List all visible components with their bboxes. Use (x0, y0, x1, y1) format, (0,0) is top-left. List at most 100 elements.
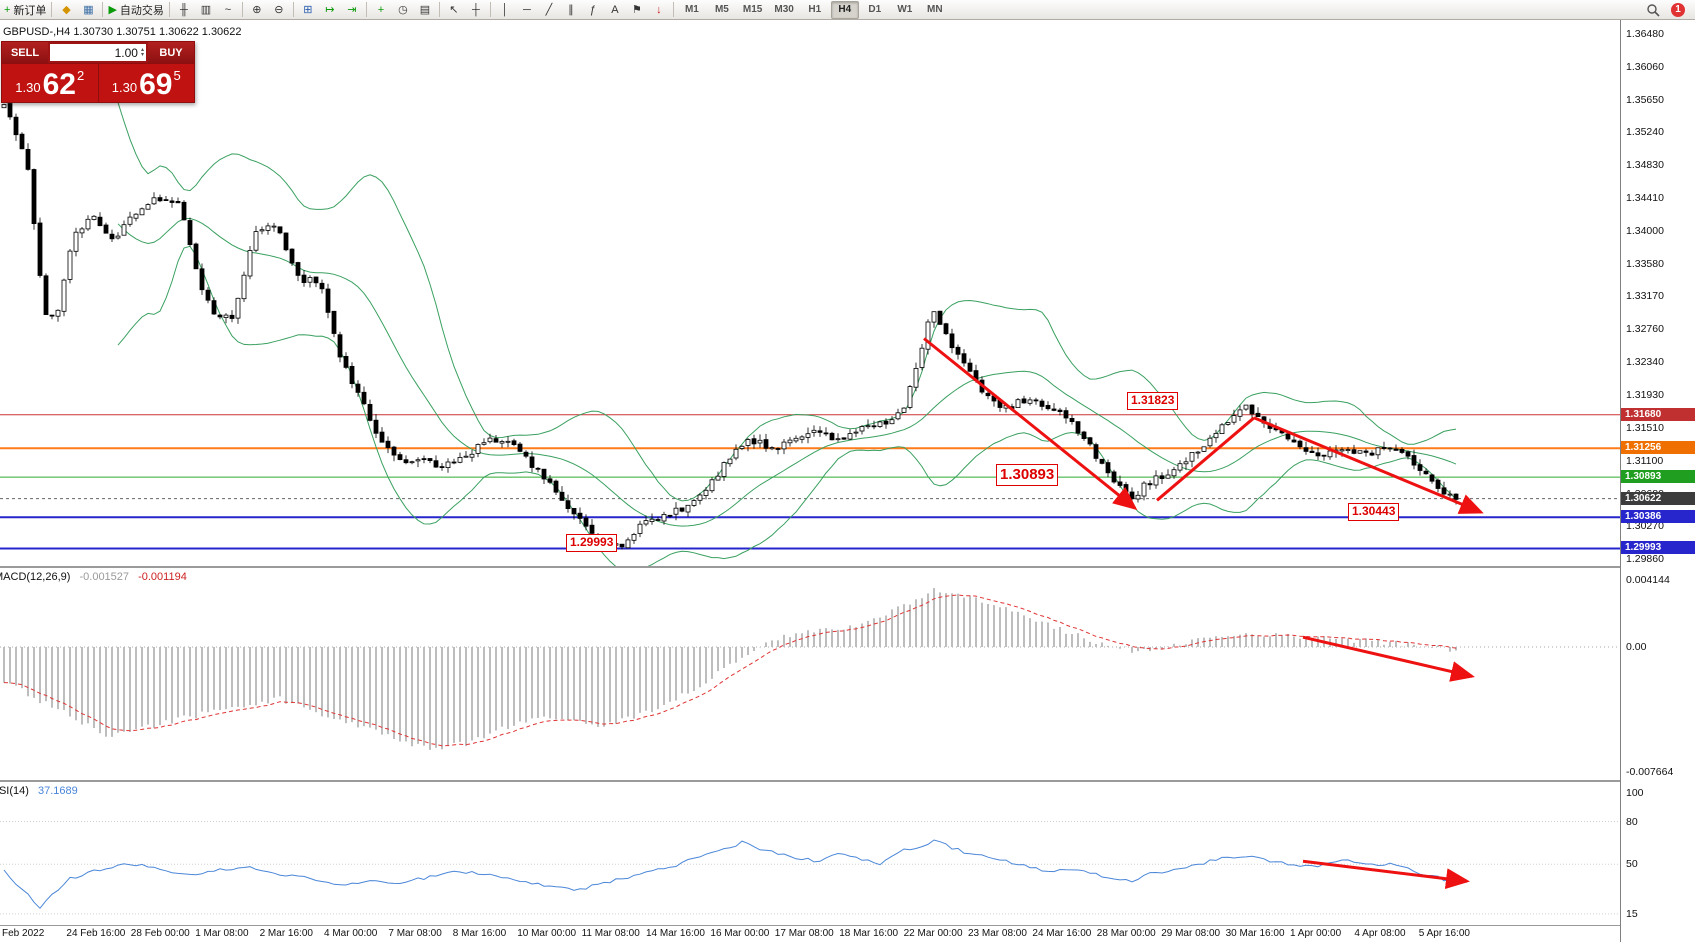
tile-windows-icon[interactable]: ⊞ (298, 1, 318, 19)
macd-panel[interactable] (0, 568, 1620, 780)
price-badge: 1.30622 (1621, 491, 1695, 505)
rsi-axis-label: 80 (1626, 815, 1638, 828)
time-axis[interactable]: Feb 2022 24 Feb 16:00 28 Feb 00:00 1 Mar 08… (0, 926, 1620, 942)
volume-input[interactable]: 1.00 ▴ ▾ (50, 44, 146, 61)
notification-badge[interactable]: 1 (1671, 2, 1685, 17)
time-axis-label: 23 Mar 08:00 (968, 928, 1027, 939)
toolbar-separator (102, 2, 104, 17)
zoom-out-icon[interactable]: ⊖ (269, 1, 289, 19)
arrows-icon[interactable]: ↓ (649, 1, 669, 19)
templates-icon[interactable]: ▤ (415, 1, 435, 19)
time-axis-label: 24 Feb 16:00 (66, 928, 126, 939)
timeframe-h4-button[interactable]: H4 (830, 0, 859, 19)
price-axis[interactable]: 1.36480 1.36060 1.35650 1.35240 1.34830 1.344… (1620, 20, 1695, 942)
label-icon[interactable]: ⚑ (627, 1, 647, 19)
price-badge: 1.30386 (1621, 510, 1695, 524)
periods-icon-glyph: ◷ (398, 4, 408, 16)
chart-shift-icon-glyph: ⇥ (347, 4, 357, 16)
timeframe-mn-button[interactable]: MN (927, 4, 943, 15)
trend-arrow[interactable] (1156, 416, 1255, 502)
trendline-icon-glyph: ╱ (545, 4, 553, 16)
time-axis-label: 1 Mar 08:00 (195, 928, 249, 939)
text-icon[interactable]: A (605, 1, 625, 19)
timeframe-w1-button[interactable]: W1 (897, 4, 913, 15)
timeframe-m15-button[interactable]: M15 (742, 4, 763, 15)
sell-button[interactable]: SELL (2, 42, 48, 63)
label-icon-glyph: ⚑ (631, 4, 642, 16)
profiles-icon[interactable]: ▦ (78, 1, 98, 19)
sell-price-sup: 2 (76, 68, 85, 83)
rsi-trend-arrow[interactable] (1302, 859, 1470, 890)
chart-window: GBPUSD-,H4 1.30730 1.30751 1.30622 1.306… (0, 20, 1695, 942)
trend-arrows[interactable] (923, 337, 1484, 514)
fibonacci-icon-glyph: ƒ (589, 3, 596, 16)
vertical-line-icon[interactable]: │ (495, 1, 515, 19)
crosshair-icon[interactable]: ┼ (466, 1, 486, 19)
new-order-button[interactable]: + 新订单 (3, 1, 47, 19)
tile-windows-icon-glyph: ⊞ (303, 4, 313, 16)
price-annotation[interactable]: 1.29993 (566, 534, 618, 552)
price-annotation[interactable]: 1.30893 (996, 464, 1059, 486)
indicators-icon-glyph: + (377, 3, 385, 16)
trend-arrow[interactable] (1253, 416, 1484, 514)
timeframe-m5-button[interactable]: M5 (714, 4, 729, 15)
cursor-icon[interactable]: ↖ (444, 1, 464, 19)
indicators-icon[interactable]: + (371, 1, 391, 19)
channel-icon-glyph: ∥ (568, 4, 574, 16)
panel-separator[interactable] (0, 566, 1695, 568)
sell-price[interactable]: 1.30 62 2 (2, 64, 98, 102)
periods-icon[interactable]: ◷ (393, 1, 413, 19)
time-axis-label: 28 Mar 00:00 (1096, 928, 1156, 939)
new-order-button-glyph: + (4, 3, 11, 16)
price-axis-label: 1.35240 (1626, 126, 1664, 139)
trend-arrow[interactable] (923, 337, 1138, 511)
macd-value-main: -0.001527 (79, 571, 130, 583)
macd-signal-line (3, 594, 1457, 747)
buy-price[interactable]: 1.30 69 5 (99, 64, 195, 102)
price-axis-label: 1.32760 (1626, 323, 1664, 335)
rsi-panel[interactable] (0, 782, 1620, 925)
price-chart[interactable] (0, 20, 1620, 566)
timeframe-m30-button[interactable]: M30 (774, 4, 794, 15)
fibonacci-icon[interactable]: ƒ (583, 1, 603, 19)
price-axis-label: 1.34410 (1626, 192, 1664, 205)
candlestick-chart-icon[interactable]: ▥ (196, 1, 216, 19)
auto-scroll-icon[interactable]: ↦ (320, 1, 340, 19)
sell-price-prefix: 1.30 (15, 80, 41, 95)
macd-trend-arrow[interactable] (1302, 635, 1475, 682)
metaeditor-icon[interactable]: ◆ (56, 1, 76, 19)
timeframe-m1-button[interactable]: M1 (684, 4, 699, 15)
time-axis-label: 22 Mar 00:00 (903, 928, 963, 939)
price-axis-label: 1.31510 (1626, 422, 1664, 435)
price-annotation[interactable]: 1.30443 (1348, 503, 1400, 521)
time-axis-label: 5 Apr 16:00 (1418, 928, 1470, 939)
horizontal-line-icon[interactable]: ─ (517, 1, 537, 19)
autotrading-button[interactable]: ▶ 自动交易 (107, 1, 164, 19)
price-annotation[interactable]: 1.31823 (1127, 391, 1179, 410)
price-badge: 1.31680 (1621, 407, 1695, 421)
toolbar-separator (365, 2, 367, 17)
volume-spinner[interactable]: ▴ ▾ (140, 46, 144, 58)
panel-separator[interactable] (0, 780, 1695, 782)
timeframe-h1-button[interactable]: H1 (808, 4, 822, 15)
price-axis-label: 1.29860 (1626, 552, 1664, 565)
zoom-in-icon-glyph: ⊕ (252, 4, 262, 16)
buy-button[interactable]: BUY (148, 42, 194, 63)
timeframe-d1-button[interactable]: D1 (868, 4, 882, 15)
price-divider (97, 64, 99, 102)
time-axis-label: 2 Mar 16:00 (259, 928, 313, 939)
price-axis-label: 1.34830 (1626, 158, 1664, 171)
search-icon[interactable] (1643, 1, 1663, 19)
zoom-in-icon[interactable]: ⊕ (247, 1, 267, 19)
trendline-icon[interactable]: ╱ (539, 1, 559, 19)
price-badge: 1.30893 (1621, 470, 1695, 484)
channel-icon[interactable]: ∥ (561, 1, 581, 19)
chart-shift-icon[interactable]: ⇥ (342, 1, 362, 19)
line-chart-icon[interactable]: ~ (218, 1, 238, 19)
price-axis-label: 1.33170 (1626, 290, 1664, 303)
macd-axis-label: -0.007664 (1626, 765, 1674, 778)
macd-axis-label: 0.00 (1626, 641, 1647, 653)
bar-chart-icon[interactable]: ╫ (174, 1, 194, 19)
rsi-axis-label: 100 (1626, 787, 1644, 800)
new-order-button-label: 新订单 (13, 4, 47, 17)
